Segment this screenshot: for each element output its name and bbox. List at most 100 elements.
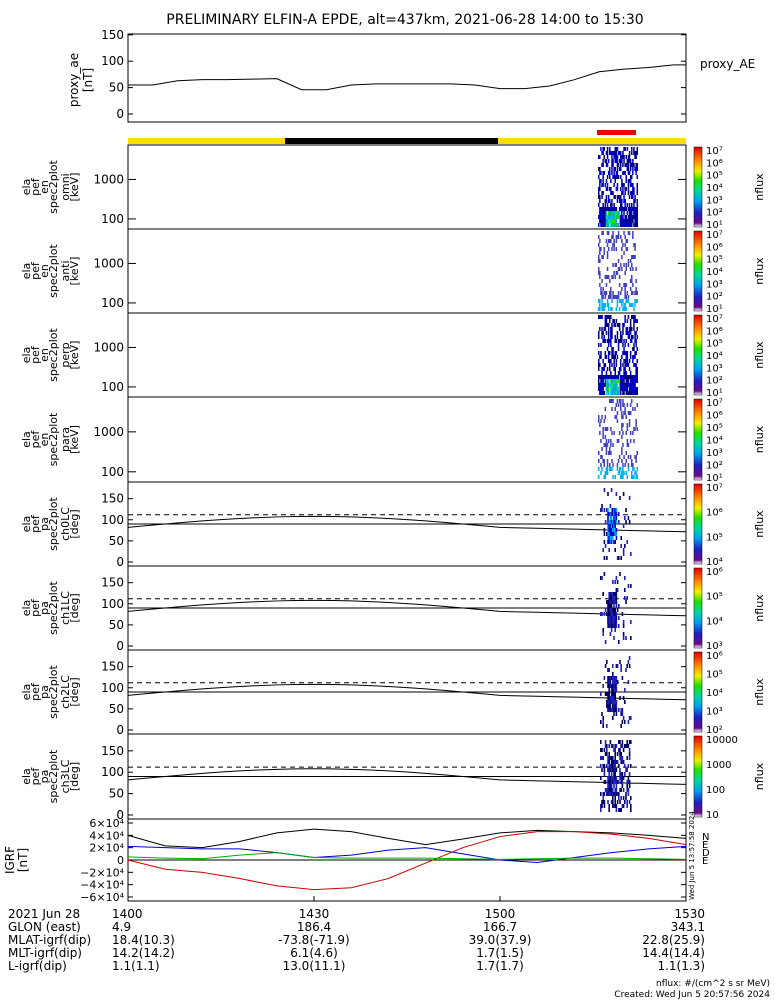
spectrogram-cell: [613, 379, 615, 383]
pa-cell: [616, 780, 619, 784]
spectrogram-cell: [598, 363, 600, 367]
pa-cell: [609, 764, 612, 768]
spectrogram-cell: [612, 243, 614, 247]
spectrogram-cell: [633, 199, 635, 203]
pa-panel-label: pa: [38, 685, 51, 699]
spectrogram-cell: [613, 239, 615, 243]
pa-cell: [607, 776, 609, 780]
spectrogram-cell: [611, 307, 613, 311]
spectrogram-cell: [633, 215, 635, 219]
spectrogram-cell: [612, 159, 614, 163]
spectrogram-cell: [620, 379, 622, 383]
spectrogram-cell: [631, 463, 633, 467]
spectrogram-cell: [600, 387, 602, 391]
spectrogram-cell: [607, 339, 610, 343]
spectrogram-cell: [607, 331, 610, 335]
pa-cell: [614, 608, 616, 612]
spectrogram-cell: [620, 475, 622, 479]
spectrogram-cell: [624, 343, 626, 347]
spectrogram-cell: [621, 199, 623, 203]
spectrogram-cell: [601, 211, 603, 215]
spectrogram-cell: [604, 199, 607, 203]
pa-cell: [610, 764, 613, 768]
spectrogram-cell: [625, 355, 627, 359]
spectrogram-cell: [614, 155, 616, 159]
spectrogram-cell: [623, 223, 625, 227]
spectrogram-cell: [625, 219, 627, 223]
pa-tick-label: 50: [109, 702, 124, 716]
spectrogram-cell: [636, 391, 638, 395]
spectrogram-cell: [612, 275, 614, 279]
pa-cell: [626, 804, 628, 808]
pa-cell: [606, 748, 608, 752]
spectrogram-cell: [616, 383, 619, 387]
pa-cell: [609, 612, 612, 616]
spectrogram-cell: [613, 387, 615, 391]
proxy-ae-ylabel: proxy_ae: [67, 53, 81, 107]
pa-cell: [608, 528, 610, 532]
spectrogram-cell: [622, 383, 624, 387]
colorbar-tick-label: 10³: [706, 641, 723, 652]
spectrogram-cell: [616, 163, 619, 167]
spectrogram-cell: [612, 295, 614, 299]
spectrogram-cell: [627, 171, 630, 175]
pa-tick-label: 150: [101, 576, 124, 590]
pa-cell: [608, 624, 610, 628]
spectrogram-cell: [622, 151, 624, 155]
pa-cell: [624, 576, 626, 580]
spectrogram-cell: [629, 319, 632, 323]
spectrogram-cell: [610, 391, 612, 395]
spectrogram-cell: [624, 235, 626, 239]
pa-cell: [609, 684, 612, 688]
spectrogram-cell: [628, 203, 631, 207]
spectrogram-cell: [606, 471, 609, 475]
spectrogram-cell: [611, 159, 613, 163]
pa-cell: [607, 800, 609, 804]
pa-cell: [607, 604, 609, 608]
pa-cell: [608, 520, 610, 524]
pa-cell: [607, 620, 609, 624]
pa-cell: [610, 528, 613, 532]
pa-cell: [621, 612, 624, 616]
pa-cell: [621, 804, 624, 808]
pa-cell: [601, 576, 603, 580]
spectrogram-cell: [598, 203, 600, 207]
pa-cell: [610, 596, 613, 600]
pa-cell: [608, 680, 610, 684]
spectrogram-cell: [615, 295, 618, 299]
spectrogram-cell: [601, 335, 603, 339]
colorbar-tick-label: 10⁴: [706, 616, 723, 627]
spectrogram-cell: [611, 151, 613, 155]
spectrogram-cell: [598, 335, 600, 339]
spectrogram-cell: [601, 315, 603, 319]
pa-cell: [607, 788, 609, 792]
x-col-value: 166.7: [483, 920, 517, 934]
x-row-label: L-igrf(dip): [8, 959, 67, 973]
spectrogram-cell: [629, 207, 632, 211]
pa-cell: [630, 764, 632, 768]
pa-cell: [603, 780, 606, 784]
pa-cell: [610, 760, 613, 764]
pa-cell: [613, 676, 615, 680]
spectrogram-cell: [614, 263, 616, 267]
spectrogram-cell: [598, 271, 600, 275]
spectrogram-cell: [632, 191, 634, 195]
spectrogram-cell: [634, 351, 636, 355]
spectrogram-cell: [629, 331, 632, 335]
spectrogram-cell: [610, 307, 612, 311]
pa-cell: [603, 800, 606, 804]
spectrogram-cell: [601, 303, 603, 307]
pa-cell: [603, 556, 606, 560]
pa-cell: [620, 708, 622, 712]
pa-cell: [610, 524, 613, 528]
spectrogram-cell: [600, 247, 602, 251]
pa-cell: [610, 604, 613, 608]
pa-cell: [627, 660, 630, 664]
spectrogram-cell: [609, 463, 611, 467]
spectrogram-cell: [631, 263, 633, 267]
spectrogram-cell: [620, 383, 622, 387]
pa-cell: [600, 740, 602, 744]
spectrogram-cell: [618, 307, 621, 311]
pa-cell: [613, 508, 615, 512]
